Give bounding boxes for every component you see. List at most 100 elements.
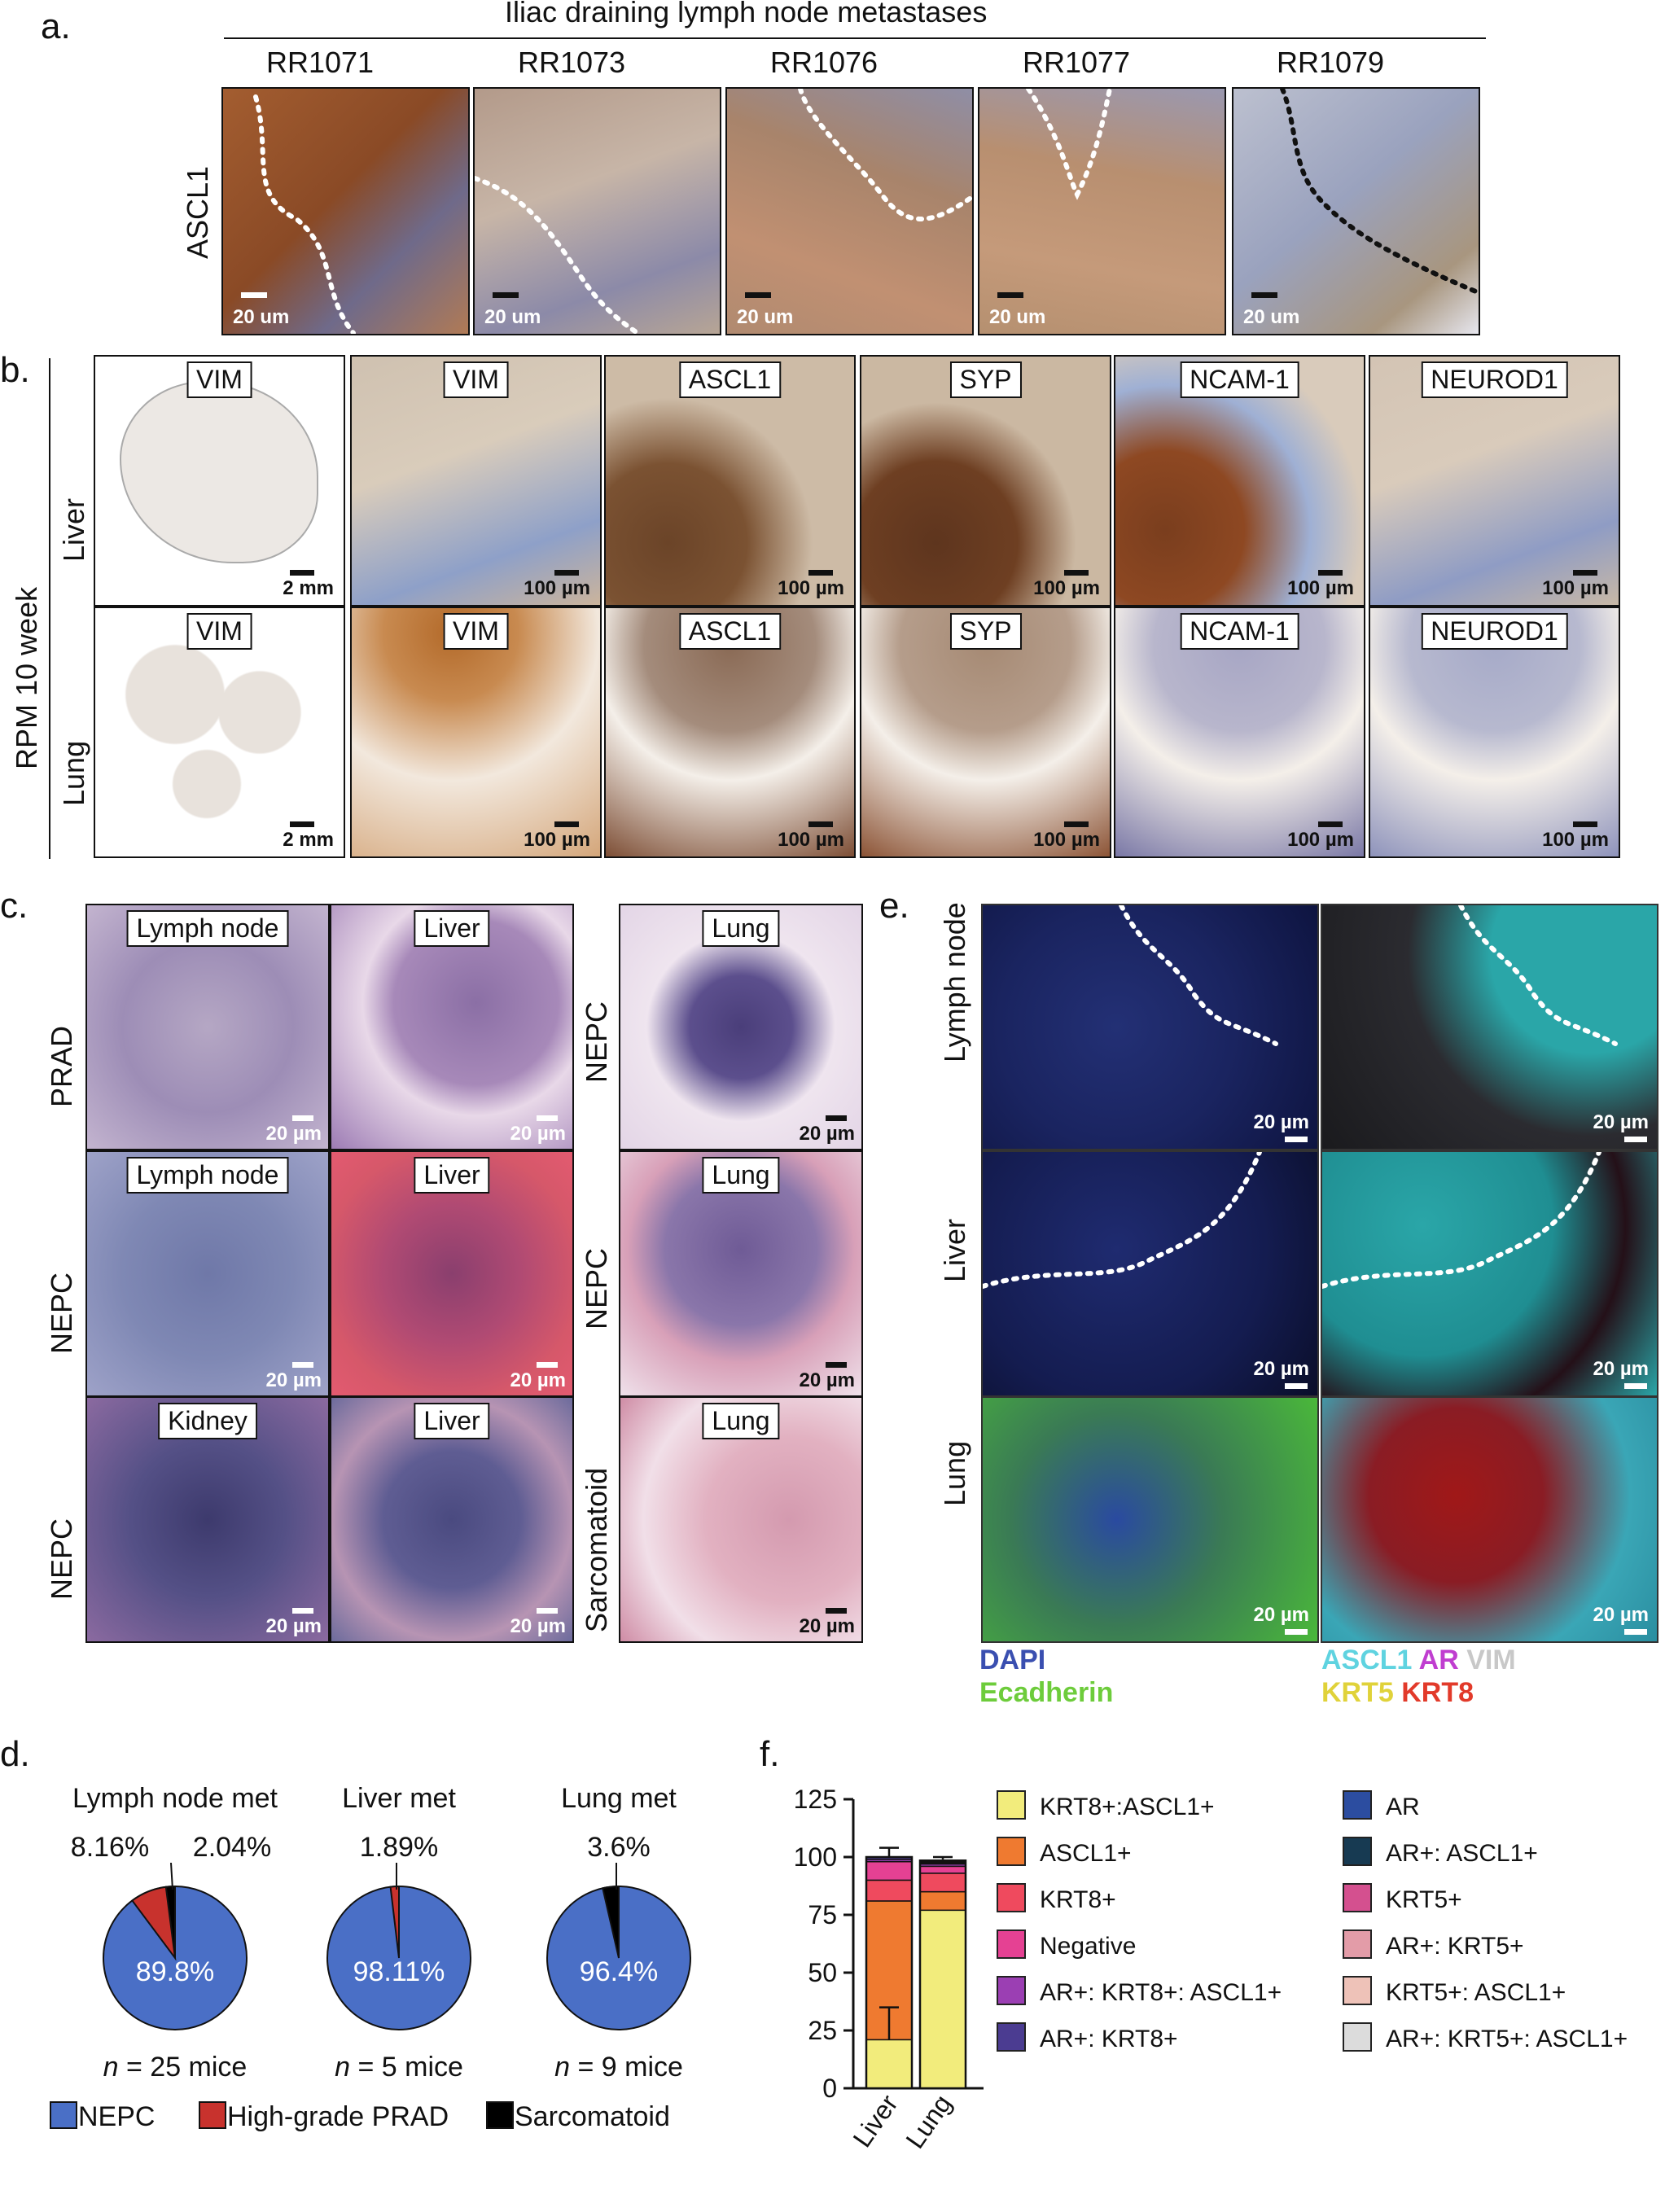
panel-e-tile-3-2: 20 µm [1321,1396,1658,1643]
scale-bar [537,1608,558,1614]
panel-c-row-nepc-1: NEPC [45,1272,78,1354]
panel-b-row-lung: Lung [57,740,90,806]
tissue-label: Lung [702,910,780,947]
panel-a-sample-rr1076: RR1076 [770,46,879,79]
pie-title: Liver met [342,1783,456,1814]
scale-bar-label: 100 µm [1033,577,1100,599]
legend-swatch [1343,1976,1372,2005]
panel-a-tile-5: 20 um [1232,87,1480,335]
tissue-label: Liver [414,910,490,947]
panel-c-tile-2-2: Liver 20 µm [330,1150,574,1397]
pie-value-sarc: 2.04% [193,1832,271,1863]
legend-ar: AR [1418,1645,1459,1675]
scale-bar-label: 100 µm [1033,829,1100,851]
scale-bar [826,1362,847,1368]
legend-label-ar-krt8-: AR+: KRT8+ [1040,2026,1178,2052]
panel-f-letter: f. [760,1734,780,1774]
scale-bar [745,292,771,298]
scale-bar [1318,570,1343,576]
pie-value-prad: 8.16% [71,1832,149,1863]
scale-bar [1064,821,1089,827]
legend-label-krt8-: KRT8+ [1040,1886,1116,1913]
stain-label: VIM [443,613,509,650]
scale-bar-label: 100 µm [778,829,844,851]
panel-e-tile-2-1: 20 µm [981,1150,1319,1397]
y-tick-label: 50 [808,1958,837,1987]
scale-bar [1624,1629,1647,1635]
legend-swatch [1343,1929,1372,1959]
tissue-label: Lymph node [126,1157,289,1194]
scale-bar [1624,1137,1647,1142]
scale-bar-label: 20 µm [265,1615,322,1637]
scale-bar [290,570,314,576]
stain-label: NEUROD1 [1421,613,1568,650]
panel-e-row-lymph: Lymph node [938,902,971,1062]
panel-b-group-rule [49,358,50,859]
legend-ascl1: ASCL1 [1321,1645,1413,1675]
panel-a-title-rule [224,37,1486,39]
scale-bar-label: 100 µm [1287,577,1354,599]
legend-dapi: DAPI [979,1645,1046,1675]
panel-c-letter: c. [0,886,28,926]
stain-label: NEUROD1 [1421,361,1568,398]
scale-bar [537,1362,558,1368]
pie-main-value: 96.4% [580,1956,658,1987]
scale-bar [1285,1137,1308,1142]
stain-label: VIM [443,361,509,398]
scale-bar-label: 20 µm [1253,1111,1309,1133]
panel-c-tile-1-1: Lymph node 20 µm [85,904,330,1150]
stain-label: VIM [186,361,252,398]
legend-swatch [1343,1790,1372,1820]
legend-label-nepc: NEPC [78,2101,155,2132]
legend-krt5: KRT5 [1321,1677,1394,1708]
legend-swatch [997,1976,1026,2005]
scale-bar [241,292,267,298]
scale-bar-label: 100 µm [524,577,590,599]
legend-swatch [199,2101,226,2129]
scale-bar-label: 20 µm [510,1369,566,1391]
panel-c-right-nepc-2: NEPC [580,1247,613,1329]
scale-bar-label: 20 um [233,306,290,328]
scale-bar [1251,292,1277,298]
tissue-label: Liver [414,1157,490,1194]
scale-bar-label: 20 µm [265,1369,322,1391]
scale-bar [997,292,1023,298]
scale-bar-label: 2 mm [283,829,334,851]
panel-a-title: Iliac draining lymph node metastases [505,0,988,28]
legend-label-krt5-ascl1-: KRT5+: ASCL1+ [1386,1979,1566,2006]
tissue-label: Liver [414,1403,490,1439]
panel-b-liver-tile-2: VIM 100 µm [350,355,602,607]
scale-bar [292,1115,313,1121]
scale-bar-label: 100 µm [778,577,844,599]
panel-b-lung-tile-4: SYP 100 µm [860,607,1111,858]
stain-label: SYP [949,613,1022,650]
bar-segment-krt8- [865,1879,913,1902]
panel-e-row-lung: Lung [938,1440,971,1506]
bar-segment-krt8-ascl1- [919,1909,966,2089]
legend-e-right-1: ASCL1 AR VIM [1321,1645,1516,1676]
panel-c-tile-1-2: Liver 20 µm [330,904,574,1150]
scale-bar-label: 100 µm [524,829,590,851]
scale-bar-label: 20 um [484,306,541,328]
scale-bar-label: 20 µm [1593,1358,1649,1380]
panel-b-lung-tile-6: NEUROD1 100 µm [1369,607,1620,858]
panel-c-tile-2-1: Lymph node 20 µm [85,1150,330,1397]
legend-swatch [997,1883,1026,1912]
pie-n: n = 9 mice [554,2052,683,2083]
panel-c-tile-1-3: Lung 20 µm [619,904,863,1150]
scale-bar [292,1608,313,1614]
scale-bar [537,1115,558,1121]
pie-main-value: 98.11% [353,1956,445,1987]
scale-bar [808,570,833,576]
scale-bar [1064,570,1089,576]
panel-c-row-prad: PRAD [45,1025,78,1107]
scale-bar [554,570,579,576]
bar-segment-negative [919,1865,966,1874]
legend-e-right-2: KRT5 KRT8 [1321,1677,1474,1709]
legend-label-ar-krt5-: AR+: KRT5+ [1386,1933,1524,1960]
panel-e-tile-2-2: 20 µm [1321,1150,1658,1397]
panel-a-row-label: ASCL1 [181,165,214,259]
pie-small-value: 1.89% [360,1832,438,1863]
tissue-section [120,381,318,563]
